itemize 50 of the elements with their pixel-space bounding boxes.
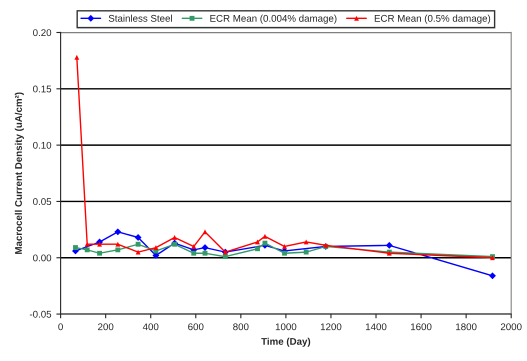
legend-label: Stainless Steel bbox=[108, 14, 172, 22]
x-tick-label: 1800 bbox=[456, 323, 477, 330]
point bbox=[74, 54, 80, 60]
x-tick-label: 2000 bbox=[500, 323, 522, 330]
point bbox=[115, 247, 120, 252]
x-tick-label: 0 bbox=[58, 323, 63, 330]
legend-label: ECR Mean (0.004% damage) bbox=[210, 14, 336, 24]
point bbox=[153, 245, 158, 250]
y-tick-label: 0.20 bbox=[33, 29, 52, 36]
point bbox=[304, 250, 309, 255]
y-tick-label: 0.00 bbox=[33, 254, 52, 262]
point bbox=[282, 250, 287, 256]
y-tick-label: -0.05 bbox=[30, 310, 52, 318]
point bbox=[114, 228, 122, 236]
point bbox=[202, 250, 208, 256]
point bbox=[115, 242, 120, 247]
x-tick-label: 200 bbox=[98, 323, 114, 330]
y-axis-title: Macrocell Current Density (uA/cm²) bbox=[14, 92, 24, 254]
point bbox=[202, 244, 208, 252]
point bbox=[73, 245, 78, 250]
x-tick-label: 1600 bbox=[411, 323, 432, 330]
point bbox=[152, 252, 160, 259]
point bbox=[97, 250, 102, 256]
point bbox=[255, 240, 260, 244]
x-tick-label: 1400 bbox=[366, 323, 386, 330]
point bbox=[386, 242, 393, 249]
point bbox=[304, 240, 309, 244]
y-tick-label: 0.15 bbox=[33, 86, 52, 92]
point bbox=[97, 242, 102, 247]
point bbox=[84, 247, 90, 252]
point bbox=[262, 234, 268, 239]
point bbox=[136, 242, 141, 247]
x-tick-label: 800 bbox=[233, 323, 249, 330]
point bbox=[172, 235, 178, 240]
y-tick-label: 0.05 bbox=[33, 198, 52, 206]
point bbox=[282, 244, 287, 249]
legend-label: ECR Mean (0.5% damage) bbox=[374, 14, 490, 24]
point bbox=[136, 250, 141, 255]
point bbox=[134, 234, 142, 241]
point bbox=[255, 246, 260, 252]
x-tick-label: 600 bbox=[188, 323, 204, 330]
point bbox=[191, 244, 196, 249]
x-tick-label: 1200 bbox=[320, 323, 342, 330]
point bbox=[202, 229, 208, 234]
x-tick-label: 1000 bbox=[276, 323, 296, 330]
x-tick-label: 400 bbox=[142, 323, 158, 330]
y-tick-label: 0.10 bbox=[33, 142, 52, 149]
point bbox=[262, 240, 268, 246]
x-axis-title: Time (Day) bbox=[261, 338, 310, 347]
point bbox=[489, 272, 496, 280]
